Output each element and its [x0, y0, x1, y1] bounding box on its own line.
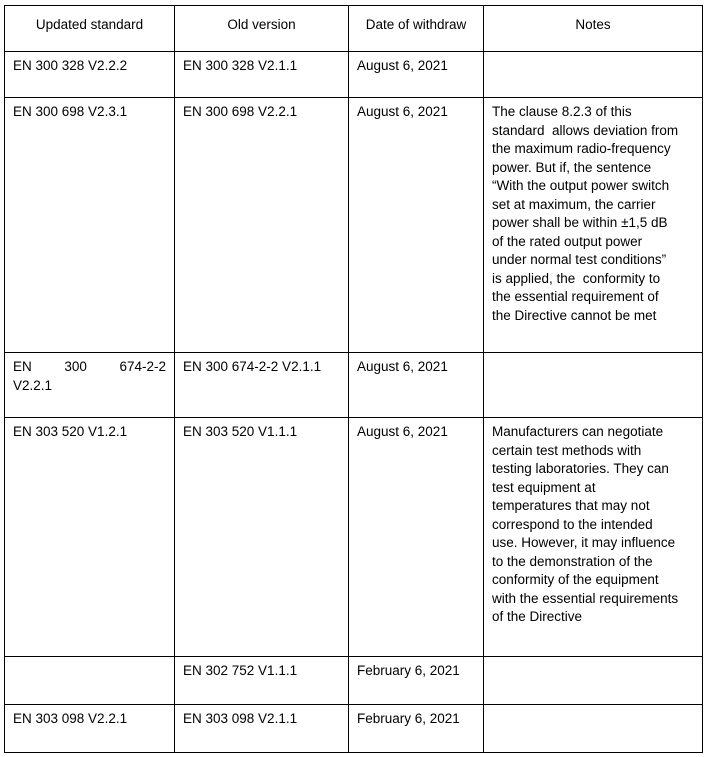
cell-old-version: EN 303 520 V1.1.1	[174, 417, 349, 657]
column-header-old-version: Old version	[174, 5, 349, 52]
cell-notes	[483, 704, 703, 753]
table-row: EN 302 752 V1.1.1 February 6, 2021	[4, 656, 703, 705]
column-header-notes: Notes	[483, 5, 703, 52]
table-row: EN 303 520 V1.2.1 EN 303 520 V1.1.1 Augu…	[4, 417, 703, 657]
table-row: EN 300 674-2-2 V2.2.1 EN 300 674-2-2 V2.…	[4, 352, 703, 418]
column-header-date-of-withdraw: Date of withdraw	[348, 5, 484, 52]
cell-updated-standard: EN 300 328 V2.2.2	[4, 51, 175, 98]
cell-date-of-withdraw: February 6, 2021	[348, 656, 484, 705]
cell-notes: The clause 8.2.3 of this standard allows…	[483, 97, 703, 353]
cell-old-version: EN 300 674-2-2 V2.1.1	[174, 352, 349, 418]
cell-date-of-withdraw: August 6, 2021	[348, 97, 484, 353]
cell-old-version: EN 303 098 V2.1.1	[174, 704, 349, 753]
table-row: EN 300 328 V2.2.2 EN 300 328 V2.1.1 Augu…	[4, 51, 703, 98]
cell-old-version: EN 302 752 V1.1.1	[174, 656, 349, 705]
cell-date-of-withdraw: August 6, 2021	[348, 417, 484, 657]
cell-date-of-withdraw: August 6, 2021	[348, 352, 484, 418]
cell-notes	[483, 656, 703, 705]
table-row: EN 303 098 V2.2.1 EN 303 098 V2.1.1 Febr…	[4, 704, 703, 753]
header-row: Updated standard Old version Date of wit…	[4, 5, 703, 52]
column-header-updated-standard: Updated standard	[4, 5, 175, 52]
cell-notes	[483, 352, 703, 418]
cell-notes	[483, 51, 703, 98]
standards-withdrawal-table: Updated standard Old version Date of wit…	[4, 5, 703, 753]
table-row: EN 300 698 V2.3.1 EN 300 698 V2.2.1 Augu…	[4, 97, 703, 353]
cell-updated-standard: EN 303 098 V2.2.1	[4, 704, 175, 753]
cell-updated-standard: EN 303 520 V1.2.1	[4, 417, 175, 657]
cell-date-of-withdraw: August 6, 2021	[348, 51, 484, 98]
cell-updated-standard	[4, 656, 175, 705]
cell-old-version: EN 300 698 V2.2.1	[174, 97, 349, 353]
cell-updated-standard: EN 300 674-2-2 V2.2.1	[4, 352, 175, 418]
cell-updated-standard: EN 300 698 V2.3.1	[4, 97, 175, 353]
cell-old-version: EN 300 328 V2.1.1	[174, 51, 349, 98]
cell-notes: Manufacturers can negotiate certain test…	[483, 417, 703, 657]
cell-date-of-withdraw: February 6, 2021	[348, 704, 484, 753]
